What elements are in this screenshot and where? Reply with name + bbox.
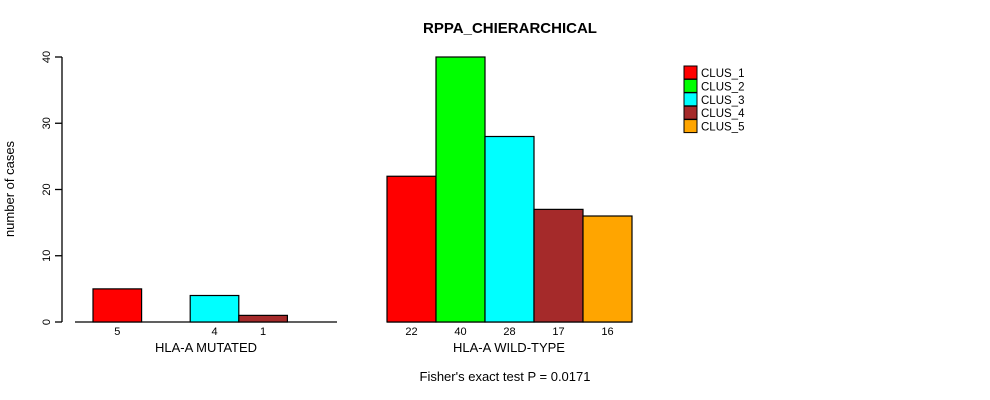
y-axis: 0 10 20 30 40 [41, 51, 63, 325]
legend-swatch-clus_4 [683, 105, 698, 120]
bar-value-label: 22 [405, 326, 417, 338]
bar-value-label: 16 [601, 326, 613, 338]
bar-value-label: 28 [503, 326, 515, 338]
legend-swatch-clus_3 [683, 92, 698, 107]
y-tick-label: 40 [41, 51, 53, 63]
y-tick-label: 20 [41, 183, 53, 195]
bar-clus_5 [582, 215, 633, 323]
bar-value-label: 17 [552, 326, 564, 338]
bar-value-label: 1 [260, 326, 266, 338]
bar-clus_3 [484, 135, 535, 323]
bar-value-label: 5 [114, 326, 120, 338]
fisher-test-annotation: Fisher's exact test P = 0.0171 [420, 369, 591, 384]
bar-value-label: 4 [211, 326, 217, 338]
legend-swatch-clus_5 [683, 119, 698, 134]
bar-clus_1 [92, 288, 143, 323]
bar-clus_4 [533, 208, 584, 323]
y-tick-label: 30 [41, 117, 53, 129]
legend-swatch-clus_1 [683, 65, 698, 80]
legend-label: CLUS_4 [701, 108, 745, 120]
group-label-hla-a-wild-type: HLA-A WILD-TYPE [453, 340, 565, 355]
bar-clus_1 [386, 175, 437, 323]
legend-label: CLUS_2 [701, 81, 744, 93]
legend-label: CLUS_3 [701, 95, 744, 107]
bar-value-label: 40 [454, 326, 466, 338]
legend-label: CLUS_1 [701, 68, 744, 80]
group-label-hla-a-mutated: HLA-A MUTATED [155, 340, 257, 355]
chart-title: RPPA_CHIERARCHICAL [423, 20, 597, 37]
bar-clus_4 [238, 314, 289, 323]
bar-groups: 5 4 1 22 40 28 17 16 [75, 56, 633, 338]
y-tick-label: 0 [41, 319, 53, 325]
y-axis-label: number of cases [2, 140, 17, 237]
bar-clus_3 [189, 294, 240, 323]
legend-swatch-clus_2 [683, 78, 698, 93]
bar-clus_2 [435, 56, 486, 323]
legend-label: CLUS_5 [701, 122, 744, 134]
y-tick-label: 10 [41, 250, 53, 262]
